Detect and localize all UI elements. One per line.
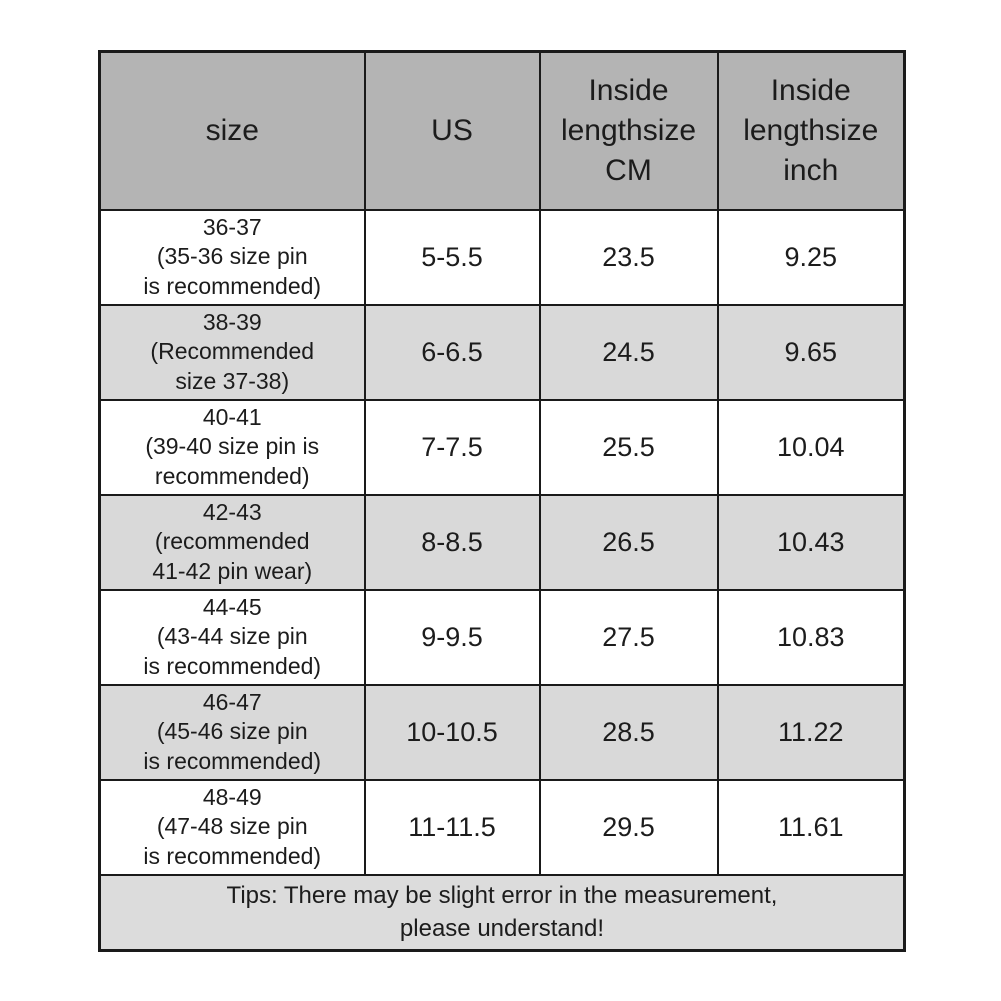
table-row: 42-43 (recommended 41-42 pin wear) 8-8.5… bbox=[98, 493, 906, 591]
cell-us: 11-11.5 bbox=[363, 778, 541, 876]
column-header-inside-length-cm: Inside lengthsize CM bbox=[538, 50, 719, 211]
cell-size: 46-47 (45-46 size pin is recommended) bbox=[98, 683, 366, 781]
header-row: size US Inside lengthsize CM Inside leng… bbox=[98, 50, 906, 211]
column-header-size: size bbox=[98, 50, 366, 211]
cell-us: 8-8.5 bbox=[363, 493, 541, 591]
cell-inch: 11.22 bbox=[716, 683, 906, 781]
cell-size: 38-39 (Recommended size 37-38) bbox=[98, 303, 366, 401]
cell-us: 6-6.5 bbox=[363, 303, 541, 401]
cell-us: 7-7.5 bbox=[363, 398, 541, 496]
cell-cm: 26.5 bbox=[538, 493, 719, 591]
cell-cm: 29.5 bbox=[538, 778, 719, 876]
cell-size: 48-49 (47-48 size pin is recommended) bbox=[98, 778, 366, 876]
column-header-inside-length-inch: Inside lengthsize inch bbox=[716, 50, 906, 211]
table-row: 48-49 (47-48 size pin is recommended) 11… bbox=[98, 778, 906, 876]
cell-us: 5-5.5 bbox=[363, 208, 541, 306]
cell-size: 36-37 (35-36 size pin is recommended) bbox=[98, 208, 366, 306]
table-row: 46-47 (45-46 size pin is recommended) 10… bbox=[98, 683, 906, 781]
table-row: 40-41 (39-40 size pin is recommended) 7-… bbox=[98, 398, 906, 496]
table-row: 44-45 (43-44 size pin is recommended) 9-… bbox=[98, 588, 906, 686]
tips-note: Tips: There may be slight error in the m… bbox=[98, 873, 906, 952]
cell-us: 10-10.5 bbox=[363, 683, 541, 781]
tips-row: Tips: There may be slight error in the m… bbox=[98, 873, 906, 952]
cell-us: 9-9.5 bbox=[363, 588, 541, 686]
cell-inch: 10.04 bbox=[716, 398, 906, 496]
cell-size: 40-41 (39-40 size pin is recommended) bbox=[98, 398, 366, 496]
cell-inch: 9.25 bbox=[716, 208, 906, 306]
cell-size: 44-45 (43-44 size pin is recommended) bbox=[98, 588, 366, 686]
cell-cm: 27.5 bbox=[538, 588, 719, 686]
cell-size: 42-43 (recommended 41-42 pin wear) bbox=[98, 493, 366, 591]
cell-inch: 11.61 bbox=[716, 778, 906, 876]
table-row: 38-39 (Recommended size 37-38) 6-6.5 24.… bbox=[98, 303, 906, 401]
cell-cm: 24.5 bbox=[538, 303, 719, 401]
table-row: 36-37 (35-36 size pin is recommended) 5-… bbox=[98, 208, 906, 306]
cell-cm: 23.5 bbox=[538, 208, 719, 306]
cell-cm: 28.5 bbox=[538, 683, 719, 781]
column-header-us: US bbox=[363, 50, 541, 211]
cell-inch: 10.83 bbox=[716, 588, 906, 686]
cell-inch: 10.43 bbox=[716, 493, 906, 591]
cell-cm: 25.5 bbox=[538, 398, 719, 496]
size-chart-table: size US Inside lengthsize CM Inside leng… bbox=[98, 50, 906, 952]
cell-inch: 9.65 bbox=[716, 303, 906, 401]
